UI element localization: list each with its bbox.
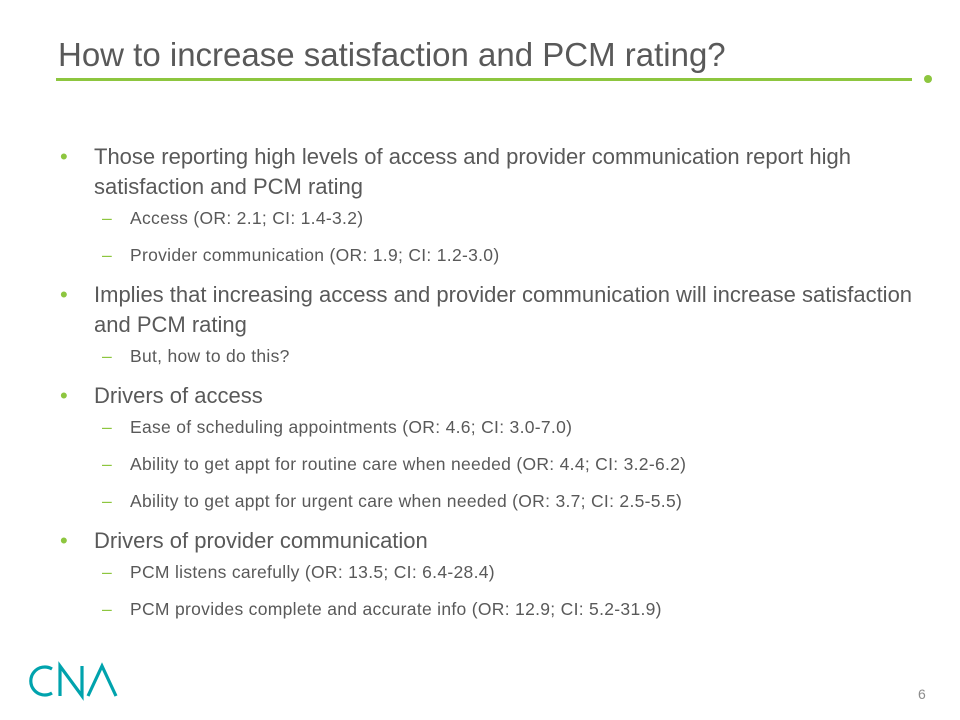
sub-bullet-text: Ability to get appt for urgent care when… [130, 491, 683, 511]
sub-bullet-item: – PCM provides complete and accurate inf… [58, 597, 918, 621]
sub-bullet-text: But, how to do this? [130, 346, 290, 366]
sub-bullet-text: Ability to get appt for routine care whe… [130, 454, 687, 474]
page-number: 6 [918, 686, 926, 702]
slide-title: How to increase satisfaction and PCM rat… [58, 36, 726, 73]
bullet-text: Implies that increasing access and provi… [94, 282, 913, 337]
dash-marker-icon: – [102, 562, 113, 582]
bullet-list: • Those reporting high levels of access … [58, 142, 918, 634]
bullet-item: • Those reporting high levels of access … [58, 142, 918, 202]
bullet-text: Drivers of access [94, 383, 263, 408]
sub-bullet-item: – But, how to do this? [58, 344, 918, 368]
sub-bullet-text: PCM provides complete and accurate info … [130, 599, 662, 619]
cna-logo [29, 661, 118, 701]
sub-bullet-text: Access (OR: 2.1; CI: 1.4-3.2) [130, 208, 364, 228]
bullet-marker-icon: • [60, 528, 68, 553]
dash-marker-icon: – [102, 417, 113, 437]
sub-bullet-item: – Provider communication (OR: 1.9; CI: 1… [58, 243, 918, 267]
dash-marker-icon: – [102, 245, 113, 265]
sub-bullet-item: – Ease of scheduling appointments (OR: 4… [58, 415, 918, 439]
dash-marker-icon: – [102, 208, 113, 228]
sub-bullet-item: – Ability to get appt for urgent care wh… [58, 489, 918, 513]
bullet-item: • Drivers of access [58, 381, 918, 411]
sub-bullet-text: PCM listens carefully (OR: 13.5; CI: 6.4… [130, 562, 495, 582]
bullet-item: • Drivers of provider communication [58, 526, 918, 556]
bullet-item: • Implies that increasing access and pro… [58, 280, 918, 340]
dash-marker-icon: – [102, 454, 113, 474]
dash-marker-icon: – [102, 346, 113, 366]
sub-bullet-item: – Access (OR: 2.1; CI: 1.4-3.2) [58, 206, 918, 230]
dash-marker-icon: – [102, 491, 113, 511]
bullet-marker-icon: • [60, 144, 68, 169]
bullet-text: Those reporting high levels of access an… [94, 144, 851, 199]
title-underline [56, 78, 912, 81]
bullet-marker-icon: • [60, 282, 68, 307]
bullet-text: Drivers of provider communication [94, 528, 428, 553]
dash-marker-icon: – [102, 599, 113, 619]
sub-bullet-item: – PCM listens carefully (OR: 13.5; CI: 6… [58, 560, 918, 584]
sub-bullet-text: Ease of scheduling appointments (OR: 4.6… [130, 417, 573, 437]
sub-bullet-item: – Ability to get appt for routine care w… [58, 452, 918, 476]
title-underline-dot [924, 75, 932, 83]
sub-bullet-text: Provider communication (OR: 1.9; CI: 1.2… [130, 245, 500, 265]
bullet-marker-icon: • [60, 383, 68, 408]
